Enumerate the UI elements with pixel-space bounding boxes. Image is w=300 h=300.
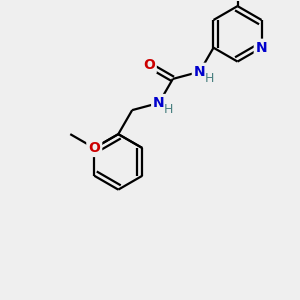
Text: O: O <box>143 58 155 72</box>
Text: N: N <box>256 41 267 55</box>
Text: N: N <box>153 96 165 110</box>
Text: N: N <box>194 65 206 79</box>
Text: H: H <box>205 72 214 85</box>
Text: H: H <box>164 103 174 116</box>
Text: O: O <box>88 141 100 155</box>
